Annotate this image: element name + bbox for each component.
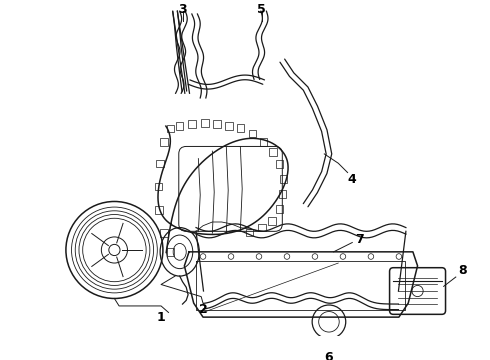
Bar (154, 183, 162, 190)
Bar (160, 138, 168, 145)
Bar (156, 159, 164, 167)
Bar (260, 138, 268, 145)
Text: 2: 2 (198, 303, 207, 316)
Bar (269, 148, 277, 156)
Bar (160, 229, 168, 237)
Bar (167, 248, 174, 256)
Text: 7: 7 (355, 233, 364, 246)
Text: 3: 3 (178, 3, 187, 16)
Bar (258, 224, 266, 231)
Text: 4: 4 (348, 172, 357, 186)
Bar (176, 122, 183, 130)
Bar (201, 120, 209, 127)
Bar (188, 120, 196, 128)
Bar (237, 124, 244, 131)
Bar (225, 122, 233, 130)
Text: 8: 8 (458, 264, 466, 277)
Bar (276, 161, 283, 168)
Bar (249, 130, 256, 137)
Text: 5: 5 (257, 3, 266, 16)
Text: 6: 6 (325, 351, 333, 360)
Bar (269, 217, 276, 225)
Bar (279, 175, 287, 183)
Bar (213, 120, 221, 128)
Bar (246, 229, 253, 236)
Bar (167, 125, 174, 132)
Text: 1: 1 (157, 311, 166, 324)
Bar (155, 206, 163, 213)
Bar (279, 190, 286, 198)
Bar (276, 205, 283, 213)
